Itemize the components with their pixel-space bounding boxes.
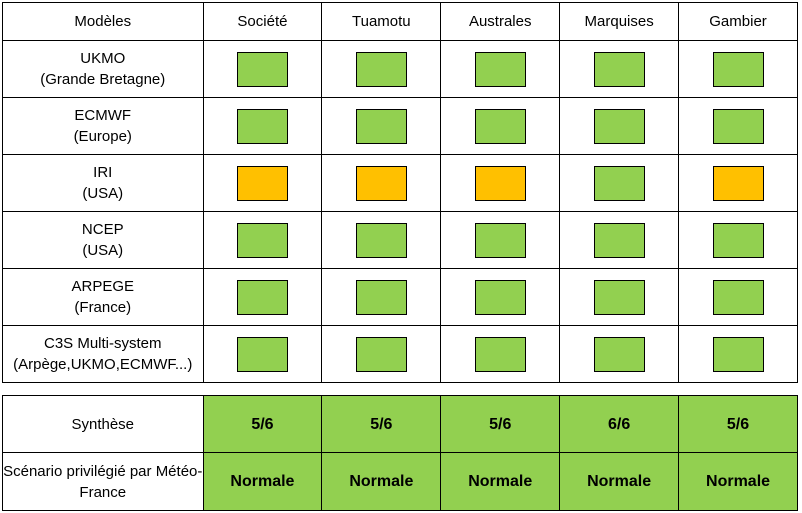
model-label: ARPEGE (France) [2, 268, 204, 326]
status-box-green [236, 222, 288, 258]
model-name: ECMWF [74, 107, 132, 124]
model-row-arpege: ARPEGE (France) [2, 268, 798, 326]
status-box-green [593, 165, 645, 201]
synthese-value: 5/6 [202, 395, 323, 453]
status-box-green [236, 51, 288, 87]
model-row-c3s: C3S Multi-system (Arpège,UKMO,ECMWF...) [2, 325, 798, 383]
model-row-ncep: NCEP (USA) [2, 211, 798, 269]
status-box-green [355, 279, 407, 315]
synthese-value: 5/6 [440, 395, 561, 453]
region-header-societe: Société [202, 2, 323, 41]
status-box-green [236, 336, 288, 372]
model-comparison-table: Modèles Société Tuamotu Australes Marqui… [2, 2, 798, 383]
status-box-green [712, 108, 764, 144]
region-header-tuamotu: Tuamotu [321, 2, 442, 41]
status-box-green [593, 222, 645, 258]
header-row: Modèles Société Tuamotu Australes Marqui… [2, 2, 798, 41]
status-box-orange [474, 165, 526, 201]
status-box-green [712, 336, 764, 372]
model-name: UKMO [80, 50, 126, 67]
status-box-green [712, 51, 764, 87]
status-box-green [474, 51, 526, 87]
model-label: IRI (USA) [2, 154, 204, 212]
synthese-value: 6/6 [559, 395, 680, 453]
status-box-green [712, 222, 764, 258]
status-box-green [474, 222, 526, 258]
scenario-value: Normale [440, 452, 561, 511]
region-header-gambier: Gambier [678, 2, 798, 41]
model-origin: (Arpège,UKMO,ECMWF...) [13, 356, 193, 373]
scenario-value: Normale [559, 452, 680, 511]
status-box-green [593, 51, 645, 87]
model-name: IRI [93, 164, 113, 181]
status-box-green [593, 279, 645, 315]
status-box-orange [712, 165, 764, 201]
status-box-green [593, 336, 645, 372]
model-label: NCEP (USA) [2, 211, 204, 269]
status-box-orange [236, 165, 288, 201]
synthese-label: Synthèse [2, 395, 204, 453]
scenario-row: Scénario privilégié par Météo-France Nor… [2, 452, 798, 511]
status-box-green [593, 108, 645, 144]
model-origin: (Europe) [73, 128, 132, 145]
summary-table: Synthèse 5/6 5/6 5/6 6/6 5/6 Scénario pr… [2, 395, 798, 511]
status-box-green [236, 108, 288, 144]
region-header-australes: Australes [440, 2, 561, 41]
status-box-green [355, 108, 407, 144]
synthese-value: 5/6 [678, 395, 798, 453]
model-label: C3S Multi-system (Arpège,UKMO,ECMWF...) [2, 325, 204, 383]
status-box-green [474, 279, 526, 315]
status-box-green [712, 279, 764, 315]
model-row-ukmo: UKMO (Grande Bretagne) [2, 40, 798, 98]
synthese-row: Synthèse 5/6 5/6 5/6 6/6 5/6 [2, 395, 798, 453]
scenario-value: Normale [678, 452, 798, 511]
model-label: UKMO (Grande Bretagne) [2, 40, 204, 98]
status-box-green [355, 222, 407, 258]
models-header: Modèles [2, 2, 204, 41]
model-origin: (France) [74, 299, 132, 316]
model-origin: (USA) [82, 185, 124, 202]
model-name: NCEP [81, 221, 124, 238]
status-box-green [355, 51, 407, 87]
model-name: ARPEGE [71, 278, 135, 295]
scenario-value: Normale [321, 452, 442, 511]
status-box-green [236, 279, 288, 315]
status-box-green [474, 108, 526, 144]
status-box-green [355, 336, 407, 372]
status-box-green [474, 336, 526, 372]
synthese-value: 5/6 [321, 395, 442, 453]
scenario-label: Scénario privilégié par Météo-France [2, 452, 204, 511]
model-label: ECMWF (Europe) [2, 97, 204, 155]
model-row-iri: IRI (USA) [2, 154, 798, 212]
scenario-value: Normale [202, 452, 323, 511]
status-box-orange [355, 165, 407, 201]
model-row-ecmwf: ECMWF (Europe) [2, 97, 798, 155]
model-origin: (Grande Bretagne) [40, 71, 166, 88]
model-name: C3S Multi-system [43, 335, 162, 352]
region-header-marquises: Marquises [559, 2, 680, 41]
model-origin: (USA) [82, 242, 124, 259]
